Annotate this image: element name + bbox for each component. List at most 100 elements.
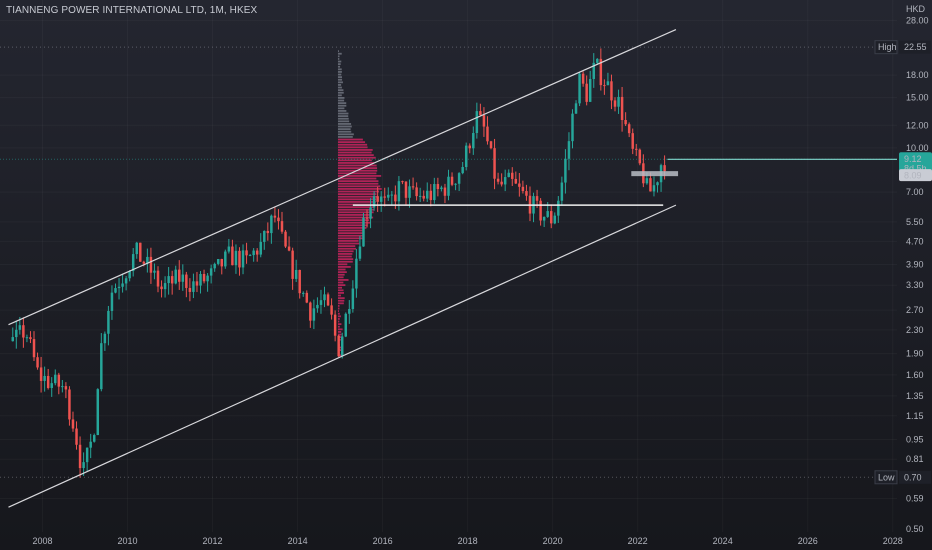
profile-bar (337, 208, 375, 211)
candle-body (433, 184, 436, 201)
candle-body (323, 294, 326, 301)
candle-body (259, 241, 262, 255)
chart-title: TIANNENG POWER INTERNATIONAL LTD, 1M, HK… (6, 5, 258, 16)
candle-body (649, 178, 652, 192)
profile-bar (337, 175, 382, 177)
bar-countdown: 8d 5h (904, 163, 927, 173)
profile-bar (337, 164, 377, 167)
profile-bar (337, 336, 343, 339)
low-tag-value-bg (899, 470, 931, 484)
profile-bar (337, 89, 344, 92)
candle-body (185, 274, 188, 288)
channel-upper-line (8, 28, 677, 326)
profile-bar (337, 201, 376, 203)
candle-body (25, 337, 29, 339)
profile-bar (337, 195, 378, 198)
candle-body (340, 336, 344, 357)
profile-bar (337, 167, 378, 170)
profile-bar (337, 104, 347, 107)
profile-bar (337, 115, 349, 118)
candle-body (620, 96, 624, 120)
candle-body (436, 184, 440, 190)
candle-body (553, 215, 557, 224)
profile-bar (337, 273, 345, 276)
profile-bar (337, 260, 353, 263)
candle-body (415, 187, 418, 197)
candle-body (404, 181, 408, 198)
profile-bar (337, 58, 340, 60)
candle-body (50, 383, 53, 388)
candle-body (624, 119, 627, 125)
candle-body (525, 191, 528, 196)
candle-body (153, 270, 156, 273)
marker-price-badge (899, 169, 932, 182)
candle-body (486, 126, 489, 142)
time-axis[interactable]: 2008 2010 2012 2014 2016 2018 2020 2022 2024 2026… (32, 536, 902, 546)
candle-body (291, 250, 294, 279)
candle-body (333, 314, 337, 336)
candle-body (167, 276, 170, 284)
candle-body (401, 181, 404, 183)
candle-body (656, 182, 659, 186)
candle-body (369, 207, 372, 219)
candle-body (358, 246, 362, 259)
profile-bar (337, 289, 344, 292)
y-tick-label: 18.00 (906, 70, 929, 80)
candle-body (284, 231, 287, 247)
x-tick-label: 2026 (798, 536, 818, 546)
candle-body (479, 111, 482, 116)
candle-body (588, 79, 592, 102)
candle-body (255, 250, 259, 255)
profile-bar (337, 253, 353, 255)
profile-bar (337, 91, 344, 94)
profile-bar (337, 138, 363, 141)
profile-bar (337, 60, 342, 63)
profile-bar (337, 162, 375, 164)
volume-profile (337, 50, 382, 357)
grid (0, 0, 897, 532)
profile-bar (337, 172, 377, 175)
profile-bar (337, 333, 342, 336)
candle-body (248, 255, 252, 257)
candle-body (188, 287, 192, 292)
candle-body (376, 196, 379, 202)
price-axis[interactable]: 0.59 0.81 0.95 1.15 1.35 1.60 1.90 2.30 2.70 3.30… (874, 15, 932, 534)
candle-body (135, 242, 138, 255)
profile-bar (337, 130, 352, 133)
profile-bar (337, 229, 365, 232)
profile-bar (337, 315, 341, 318)
profile-bar (337, 279, 349, 281)
x-tick-label: 2018 (458, 536, 478, 546)
profile-bar (337, 99, 345, 102)
candle-body (114, 288, 117, 293)
candle-body (581, 73, 585, 84)
profile-bar (337, 50, 339, 53)
candle-body (57, 374, 61, 387)
profile-bar (337, 305, 340, 307)
candle-body (121, 283, 124, 287)
y-tick-label: 1.60 (906, 370, 924, 380)
y-tick-label: 3.90 (906, 260, 924, 270)
profile-bar (337, 65, 341, 68)
profile-bar (337, 190, 379, 193)
candle-body (472, 133, 475, 149)
x-tick-label: 2012 (203, 536, 223, 546)
candle-body (627, 124, 631, 134)
profile-bar (337, 297, 345, 300)
candle-body (464, 145, 468, 167)
profile-bar (337, 247, 357, 250)
profile-bar (337, 86, 342, 89)
profile-bar (337, 97, 345, 99)
profile-bar (337, 268, 346, 271)
high-tag-tag (874, 40, 898, 55)
candle-body (192, 281, 195, 292)
candle-body (348, 309, 351, 314)
candle-body (202, 274, 206, 282)
marker-price-value: 8.09 (904, 171, 922, 181)
profile-bar (337, 221, 371, 224)
candle-body (387, 194, 390, 198)
candle-body (170, 276, 174, 284)
candle-body (107, 310, 110, 334)
profile-bar (337, 143, 368, 146)
